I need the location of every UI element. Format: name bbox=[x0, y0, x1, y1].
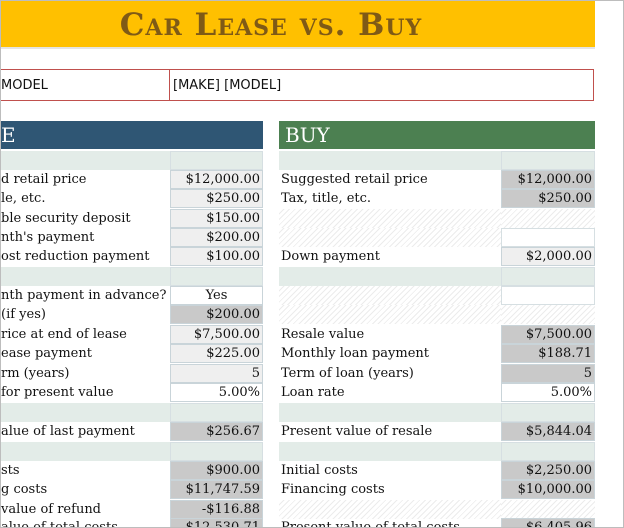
lease-label: nth's payment bbox=[1, 230, 95, 245]
lease-band bbox=[1, 442, 263, 461]
lease-cell[interactable]: $12,000.00 bbox=[170, 170, 263, 189]
buy-label: Monthly loan payment bbox=[281, 346, 430, 361]
lease-cell[interactable]: $256.67 bbox=[170, 422, 263, 441]
title-divider bbox=[1, 47, 595, 49]
lease-label: nth payment in advance? bbox=[1, 288, 167, 303]
model-box bbox=[1, 69, 594, 101]
lease-label: ble security deposit bbox=[1, 211, 131, 226]
lease-label: rice at end of lease bbox=[1, 327, 127, 342]
lease-header: E bbox=[1, 121, 263, 149]
model-input[interactable]: [MAKE] [MODEL] bbox=[173, 78, 282, 93]
buy-empty-cell bbox=[501, 228, 595, 247]
buy-empty-cell bbox=[501, 151, 595, 170]
lease-cell[interactable]: $7,500.00 bbox=[170, 325, 263, 344]
buy-label: Term of loan (years) bbox=[281, 366, 414, 381]
buy-empty-cell bbox=[501, 403, 595, 422]
lease-cell[interactable]: 5 bbox=[170, 364, 263, 383]
buy-label: Resale value bbox=[281, 327, 365, 342]
buy-cell[interactable]: $12,000.00 bbox=[501, 170, 595, 189]
buy-label: Present value of total costs bbox=[281, 520, 460, 528]
lease-label: for present value bbox=[1, 385, 114, 400]
lease-band bbox=[1, 151, 263, 170]
buy-hatched-cell bbox=[279, 305, 501, 324]
buy-hatched-cell bbox=[279, 500, 501, 519]
lease-empty-cell bbox=[170, 403, 263, 422]
buy-label: Suggested retail price bbox=[281, 172, 428, 187]
lease-label: value of refund bbox=[1, 502, 102, 517]
lease-empty-cell bbox=[170, 151, 263, 170]
lease-label: g costs bbox=[1, 482, 48, 497]
lease-label: (if yes) bbox=[1, 307, 46, 322]
lease-label: rm (years) bbox=[1, 366, 70, 381]
lease-label: alue of last payment bbox=[1, 424, 135, 439]
lease-cell[interactable]: $11,747.59 bbox=[170, 480, 263, 499]
buy-cell[interactable]: $2,000.00 bbox=[501, 247, 595, 266]
lease-cell[interactable]: $12,530.71 bbox=[170, 518, 263, 527]
buy-label: Loan rate bbox=[281, 385, 345, 400]
buy-cell[interactable]: 5.00% bbox=[501, 383, 595, 402]
buy-band bbox=[279, 442, 595, 461]
buy-cell[interactable]: $5,844.04 bbox=[501, 422, 595, 441]
lease-label: alue of total costs bbox=[1, 520, 118, 528]
lease-cell[interactable]: -$116.88 bbox=[170, 500, 263, 519]
lease-band bbox=[1, 403, 263, 422]
title-banner: Car Lease vs. Buy bbox=[1, 1, 595, 47]
lease-cell[interactable]: $200.00 bbox=[170, 305, 263, 324]
lease-label: d retail price bbox=[1, 172, 87, 187]
lease-cell[interactable]: $250.00 bbox=[170, 189, 263, 208]
model-divider bbox=[169, 69, 170, 101]
buy-empty-cell bbox=[501, 267, 595, 286]
model-label: MODEL bbox=[1, 78, 48, 93]
lease-cell[interactable]: Yes bbox=[170, 286, 263, 305]
lease-cell[interactable]: $900.00 bbox=[170, 461, 263, 480]
buy-label: Down payment bbox=[281, 249, 380, 264]
lease-label: le, etc. bbox=[1, 191, 46, 206]
buy-hatched-cell bbox=[279, 209, 501, 228]
buy-empty-cell bbox=[501, 286, 595, 305]
buy-label: Initial costs bbox=[281, 463, 358, 478]
lease-empty-cell bbox=[170, 267, 263, 286]
buy-cell[interactable]: $2,250.00 bbox=[501, 461, 595, 480]
lease-empty-cell bbox=[170, 442, 263, 461]
buy-cell[interactable]: $250.00 bbox=[501, 189, 595, 208]
buy-cell[interactable]: $188.71 bbox=[501, 344, 595, 363]
page-title: Car Lease vs. Buy bbox=[119, 7, 423, 43]
lease-cell[interactable]: $150.00 bbox=[170, 209, 263, 228]
buy-header: BUY bbox=[279, 121, 595, 149]
lease-cell[interactable]: $100.00 bbox=[170, 247, 263, 266]
lease-cell[interactable]: 5.00% bbox=[170, 383, 263, 402]
buy-hatched-cell bbox=[501, 500, 595, 519]
buy-cell[interactable]: $6,405.96 bbox=[501, 518, 595, 527]
buy-hatched-cell bbox=[501, 209, 595, 228]
lease-band bbox=[1, 267, 263, 286]
lease-cell[interactable]: $225.00 bbox=[170, 344, 263, 363]
buy-empty-cell bbox=[501, 442, 595, 461]
buy-label: Present value of resale bbox=[281, 424, 433, 439]
buy-cell[interactable]: $10,000.00 bbox=[501, 480, 595, 499]
lease-label: sts bbox=[1, 463, 20, 478]
buy-hatched-cell bbox=[279, 228, 501, 247]
lease-cell[interactable]: $200.00 bbox=[170, 228, 263, 247]
buy-band bbox=[279, 151, 595, 170]
buy-label: Tax, title, etc. bbox=[281, 191, 372, 206]
lease-label: ost reduction payment bbox=[1, 249, 150, 264]
buy-hatched-cell bbox=[501, 305, 595, 324]
buy-hatched-cell bbox=[279, 286, 501, 305]
buy-label: Financing costs bbox=[281, 482, 385, 497]
buy-band bbox=[279, 267, 595, 286]
buy-band bbox=[279, 403, 595, 422]
buy-cell[interactable]: $7,500.00 bbox=[501, 325, 595, 344]
lease-label: ease payment bbox=[1, 346, 92, 361]
buy-cell[interactable]: 5 bbox=[501, 364, 595, 383]
